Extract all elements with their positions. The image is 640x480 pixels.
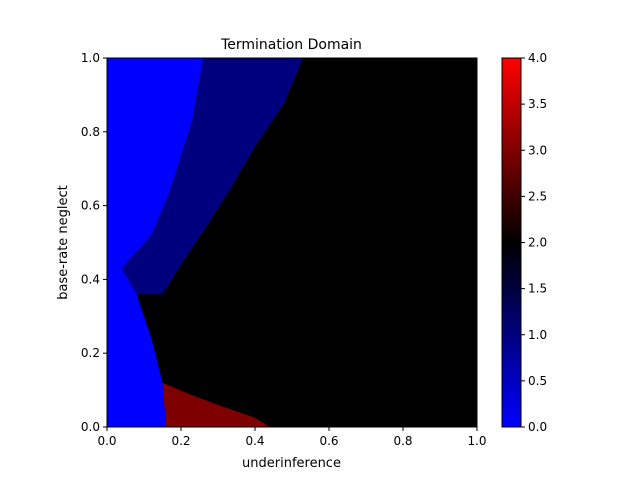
region-value-3 (162, 382, 270, 427)
region-value-1 (121, 58, 304, 295)
x-axis: 0.0 0.2 0.4 0.6 0.8 1.0 (97, 427, 487, 448)
x-axis-label: underinference (242, 456, 341, 471)
plot-area (106, 57, 478, 428)
region-value-0 (107, 58, 204, 427)
y-tick-label: 0.2 (81, 346, 100, 360)
colorbar-tick-label: 1.0 (528, 328, 547, 342)
chart-title: Termination Domain (220, 37, 362, 53)
plot-frame (106, 57, 478, 428)
colorbar-tick-label: 0.5 (528, 374, 547, 388)
y-tick-label: 0.0 (81, 420, 100, 434)
colorbar-tick-label: 4.0 (528, 51, 547, 65)
colorbar-tick-label: 0.0 (528, 420, 547, 434)
x-tick-label: 0.4 (245, 434, 264, 448)
x-tick-label: 0.2 (171, 434, 190, 448)
y-tick-label: 0.8 (81, 125, 100, 139)
y-axis: 0.0 0.2 0.4 0.6 0.8 1.0 (81, 51, 107, 434)
colorbar-tick-label: 2.0 (528, 236, 547, 250)
colorbar-axis: 0.0 0.5 1.0 1.5 2.0 2.5 3.0 3.5 4.0 (521, 51, 547, 434)
colorbar: 0.0 0.5 1.0 1.5 2.0 2.5 3.0 3.5 4.0 (501, 51, 547, 434)
colorbar-tick-label: 3.0 (528, 143, 547, 157)
colorbar-tick-label: 1.5 (528, 282, 547, 296)
x-tick-label: 0.8 (393, 434, 412, 448)
y-tick-label: 0.4 (81, 272, 100, 286)
x-tick-label: 0.0 (97, 434, 116, 448)
colorbar-tick-label: 2.5 (528, 189, 547, 203)
y-tick-label: 0.6 (81, 199, 100, 213)
x-tick-label: 0.6 (319, 434, 338, 448)
y-tick-label: 1.0 (81, 51, 100, 65)
y-axis-label: base-rate neglect (56, 185, 71, 300)
colorbar-gradient (501, 57, 522, 428)
x-tick-label: 1.0 (467, 434, 486, 448)
colorbar-tick-label: 3.5 (528, 97, 547, 111)
